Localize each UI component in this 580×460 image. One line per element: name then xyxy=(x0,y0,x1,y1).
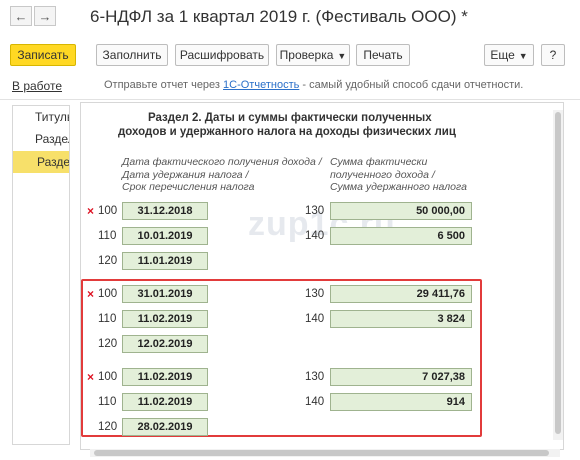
required-mark: × xyxy=(87,287,95,301)
withholding-date-field[interactable]: 11.02.2019 xyxy=(122,393,208,411)
income-amount-field[interactable]: 50 000,00 xyxy=(330,202,472,220)
line-code-140: 140 xyxy=(305,230,325,242)
fill-button[interactable]: Заполнить xyxy=(96,44,168,66)
forward-button[interactable]: → xyxy=(34,6,56,26)
save-button[interactable]: Записать xyxy=(10,44,76,66)
forward-arrow-icon: → xyxy=(38,9,52,24)
line-code-130: 130 xyxy=(305,288,325,300)
check-button-label: Проверка xyxy=(279,48,334,62)
line-code-120: 120 xyxy=(98,338,118,350)
decode-button[interactable]: Расшифровать xyxy=(175,44,269,66)
divider xyxy=(0,99,580,100)
required-mark: × xyxy=(87,370,95,384)
print-button[interactable]: Печать xyxy=(356,44,410,66)
sidebar-item-title-page[interactable]: Титульный лист xyxy=(35,110,69,124)
chevron-down-icon: ▼ xyxy=(337,51,347,61)
transfer-deadline-field[interactable]: 28.02.2019 xyxy=(122,418,208,436)
line-code-140: 140 xyxy=(305,396,325,408)
required-mark: × xyxy=(87,204,95,218)
vertical-scroll-thumb[interactable] xyxy=(555,112,561,434)
info-text-after: - самый удобный способ сдачи отчетности. xyxy=(299,79,524,91)
line-code-120: 120 xyxy=(98,255,118,267)
section-title-line2: доходов и удержанного налога на доходы ф… xyxy=(118,126,456,138)
line-code-130: 130 xyxy=(305,205,325,217)
line-code-100: 100 xyxy=(98,371,118,383)
transfer-deadline-field[interactable]: 12.02.2019 xyxy=(122,335,208,353)
header-right-line2: полученного дохода / xyxy=(330,168,435,181)
reporting-link[interactable]: 1С-Отчетность xyxy=(223,79,300,91)
line-code-140: 140 xyxy=(305,313,325,325)
header-left-line1: Дата фактического получения дохода / xyxy=(122,156,322,168)
income-date-field[interactable]: 31.01.2019 xyxy=(122,285,208,303)
sidebar-item-section-2[interactable]: Раздел 2 xyxy=(13,151,69,173)
header-left-line2: Дата удержания налога / xyxy=(122,168,249,181)
more-button-label: Еще xyxy=(490,48,515,62)
line-code-100: 100 xyxy=(98,205,118,217)
header-right: Сумма фактически полученного дохода / Су… xyxy=(330,156,467,194)
income-date-field[interactable]: 11.02.2019 xyxy=(122,368,208,386)
transfer-deadline-field[interactable]: 11.01.2019 xyxy=(122,252,208,270)
line-code-110: 110 xyxy=(98,230,117,242)
info-text-before: Отправьте отчет через xyxy=(104,79,224,91)
info-message: Отправьте отчет через 1С-Отчетность - са… xyxy=(104,79,523,91)
withholding-date-field[interactable]: 11.02.2019 xyxy=(122,310,208,328)
horizontal-scroll-thumb[interactable] xyxy=(94,450,549,456)
section-title: Раздел 2. Даты и суммы фактически получе… xyxy=(118,111,456,139)
help-button[interactable]: ? xyxy=(541,44,565,66)
line-code-110: 110 xyxy=(98,313,117,325)
line-code-100: 100 xyxy=(98,288,118,300)
income-date-field[interactable]: 31.12.2018 xyxy=(122,202,208,220)
header-right-line3: Сумма удержанного налога xyxy=(330,181,467,193)
window-title: 6-НДФЛ за 1 квартал 2019 г. (Фестиваль О… xyxy=(90,7,468,26)
income-amount-field[interactable]: 29 411,76 xyxy=(330,285,472,303)
header-left-line3: Срок перечисления налога xyxy=(122,181,255,193)
section-title-line1: Раздел 2. Даты и суммы фактически получе… xyxy=(148,112,432,124)
withheld-tax-field[interactable]: 914 xyxy=(330,393,472,411)
header-right-line1: Сумма фактически xyxy=(330,156,428,168)
back-arrow-icon: ← xyxy=(14,9,28,24)
check-dropdown-button[interactable]: Проверка ▼ xyxy=(276,44,350,66)
chevron-down-icon: ▼ xyxy=(518,51,528,61)
withheld-tax-field[interactable]: 6 500 xyxy=(330,227,472,245)
header-left: Дата фактического получения дохода / Дат… xyxy=(122,156,322,194)
withholding-date-field[interactable]: 10.01.2019 xyxy=(122,227,208,245)
line-code-120: 120 xyxy=(98,421,118,433)
line-code-130: 130 xyxy=(305,371,325,383)
withheld-tax-field[interactable]: 3 824 xyxy=(330,310,472,328)
line-code-110: 110 xyxy=(98,396,117,408)
income-amount-field[interactable]: 7 027,38 xyxy=(330,368,472,386)
back-button[interactable]: ← xyxy=(10,6,32,26)
tab-in-work[interactable]: В работе xyxy=(12,79,63,93)
more-dropdown-button[interactable]: Еще ▼ xyxy=(484,44,534,66)
highlight-frame xyxy=(81,279,482,437)
sidebar-item-section-1[interactable]: Раздел 1 xyxy=(35,132,69,146)
